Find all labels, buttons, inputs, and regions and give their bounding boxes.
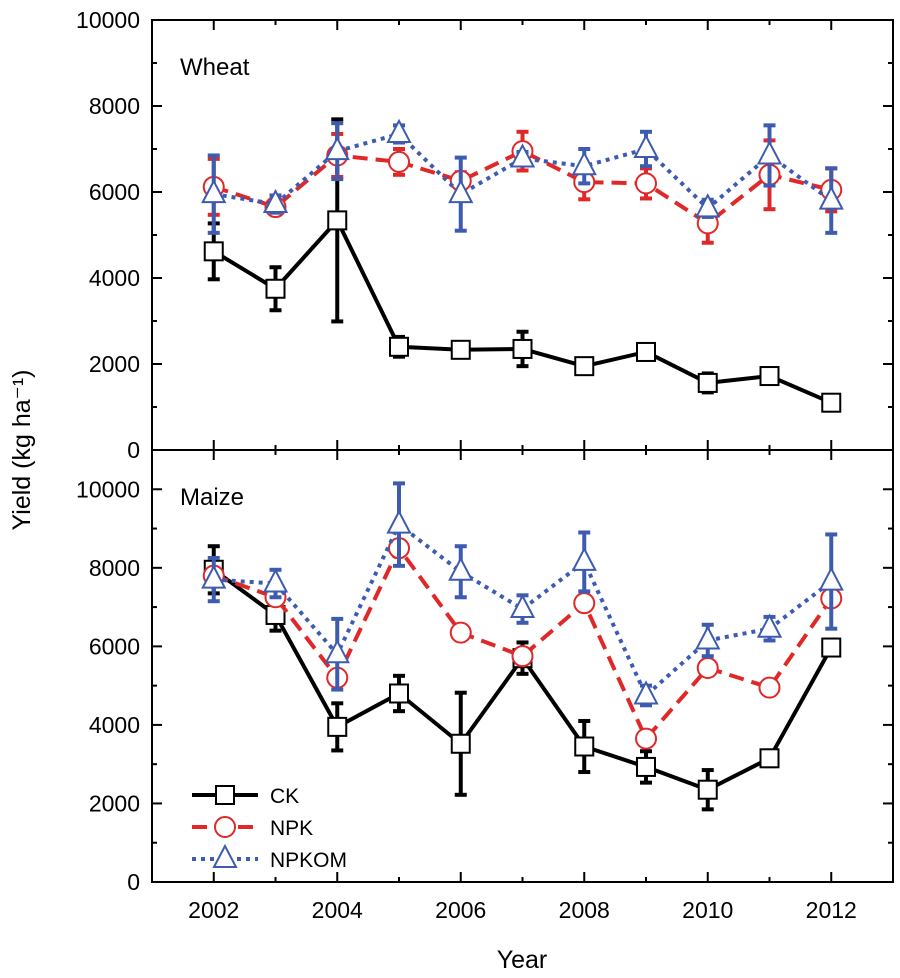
data-point-triangle: [201, 564, 227, 589]
data-point-triangle: [818, 185, 844, 210]
data-point-square: [450, 733, 471, 754]
data-point-triangle: [818, 566, 844, 591]
maize-y-tick-label: 6000: [89, 633, 140, 659]
data-point-square: [697, 779, 718, 800]
series-line: [213, 522, 833, 698]
data-point-square: [636, 756, 656, 777]
data-point-square: [821, 637, 842, 658]
data-point-square: [759, 748, 780, 769]
data-point-circle: [758, 676, 781, 699]
data-point-square: [203, 241, 224, 262]
wheat-panel-title: Wheat: [180, 54, 250, 81]
data-point-triangle: [448, 556, 474, 581]
data-point-triangle: [633, 133, 659, 158]
maize-y-tick-label: 0: [127, 869, 140, 895]
series-line: [212, 218, 833, 405]
data-point-triangle: [448, 178, 474, 204]
maize-y-tick-label: 10000: [76, 476, 140, 502]
legend-label: NPKOM: [270, 849, 347, 872]
wheat-y-tick-label: 0: [127, 437, 140, 463]
wheat-plot-frame: [151, 19, 894, 451]
legend-marker: [214, 816, 236, 838]
series-line: [213, 149, 832, 226]
data-point-circle: [573, 592, 596, 615]
data-point-triangle: [756, 613, 783, 638]
legend-marker: [215, 785, 235, 805]
maize-y-tick-label: 2000: [89, 790, 140, 816]
data-point-square: [574, 736, 595, 757]
data-point-circle: [449, 621, 472, 644]
legend-label: NPK: [270, 817, 313, 840]
data-point-circle: [388, 150, 410, 173]
data-point-square: [450, 339, 471, 360]
data-point-triangle: [262, 568, 289, 593]
x-tick-label: 2002: [188, 897, 239, 923]
data-point-square: [821, 392, 842, 413]
wheat-y-tick-label: 10000: [76, 7, 140, 33]
x-tick-label: 2004: [312, 897, 363, 923]
data-point-triangle: [509, 593, 536, 619]
data-point-triangle: [386, 118, 412, 143]
data-point-triangle: [571, 546, 597, 571]
data-point-triangle: [633, 680, 659, 705]
data-point-circle: [511, 645, 534, 668]
data-point-square: [265, 278, 286, 299]
data-point-triangle: [571, 151, 597, 176]
data-point-square: [389, 683, 409, 704]
series-line: [213, 131, 833, 211]
data-point-triangle: [386, 509, 412, 534]
data-point-triangle: [509, 143, 536, 168]
wheat-y-tick-label: 6000: [89, 179, 140, 205]
data-point-triangle: [695, 625, 721, 650]
maize-y-tick-label: 4000: [89, 712, 140, 738]
legend-marker: [212, 843, 238, 868]
x-tick-label: 2010: [682, 897, 733, 923]
wheat-y-tick-label: 2000: [89, 351, 140, 377]
x-tick-label: 2012: [806, 897, 857, 923]
data-point-square: [327, 716, 348, 737]
data-point-triangle: [324, 639, 350, 664]
x-tick-label: 2006: [435, 897, 486, 923]
data-point-square: [512, 338, 533, 359]
wheat-y-tick-label: 8000: [89, 93, 140, 119]
data-point-square: [697, 372, 718, 393]
data-point-square: [574, 356, 595, 377]
data-point-triangle: [262, 188, 289, 214]
data-point-triangle: [756, 140, 783, 165]
data-point-circle: [635, 727, 657, 750]
maize-y-tick-label: 8000: [89, 555, 140, 581]
data-point-triangle: [201, 178, 227, 204]
maize-series-npkom: [201, 481, 844, 708]
data-point-triangle: [695, 193, 721, 218]
data-point-square: [759, 366, 780, 387]
legend: CK NPK NPKOM: [192, 785, 347, 872]
data-point-square: [636, 341, 656, 362]
maize-panel-title: Maize: [180, 484, 244, 511]
wheat-series-npkom: [201, 118, 844, 235]
data-point-circle: [696, 656, 719, 679]
data-point-square: [327, 210, 348, 231]
y-axis-title: Yield (kg ha⁻¹): [8, 370, 36, 531]
wheat-y-tick-label: 4000: [89, 265, 140, 291]
maize-panel: Maize 0 2000 4000 6000 8000 10000 2002 2004 2006…: [76, 449, 894, 923]
x-tick-label: 2008: [559, 897, 610, 923]
legend-label: CK: [270, 785, 299, 808]
x-axis-title: Year: [497, 946, 548, 973]
data-point-triangle: [324, 135, 350, 161]
data-point-circle: [635, 172, 657, 195]
data-point-square: [389, 336, 409, 357]
maize-series-ck: [203, 544, 842, 812]
wheat-panel: Wheat 0 2000 4000 6000 8000 10000: [76, 7, 894, 463]
